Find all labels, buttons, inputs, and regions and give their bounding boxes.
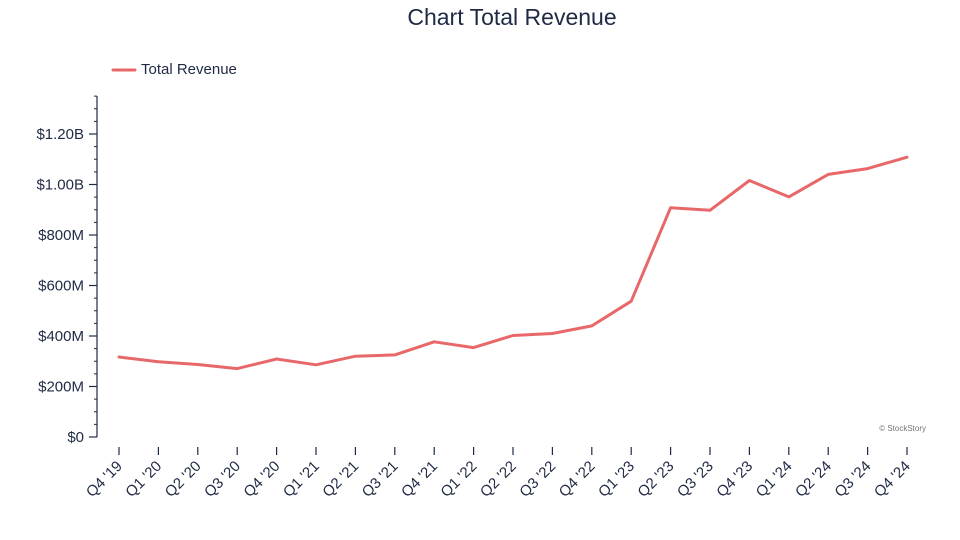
x-tick-label: Q1 '23 — [595, 458, 638, 501]
chart-title: Chart Total Revenue — [407, 4, 616, 30]
x-tick-label: Q2 '23 — [634, 458, 677, 501]
y-tick-label: $400M — [38, 328, 84, 345]
x-tick-label: Q4 '20 — [240, 458, 283, 501]
x-tick-label: Q3 '23 — [674, 458, 717, 501]
x-tick-label: Q4 '23 — [713, 458, 756, 501]
x-tick-label: Q1 '21 — [280, 458, 323, 501]
data-point — [236, 367, 239, 370]
legend-label-total-revenue: Total Revenue — [141, 61, 237, 78]
data-point — [787, 195, 790, 199]
x-tick-label: Q4 '21 — [398, 458, 441, 501]
data-point — [354, 355, 357, 358]
x-tick-label: Q2 '20 — [162, 458, 205, 501]
x-tick-label: Q4 '22 — [556, 458, 599, 501]
data-point — [590, 324, 593, 328]
data-point — [157, 360, 160, 363]
data-point — [393, 353, 396, 357]
y-axis: $0 $200M $400M $600M $800M $1.00B $1.20B — [36, 95, 98, 446]
x-tick-label: Q2 '24 — [792, 458, 835, 501]
y-tick-label: $1.20B — [36, 126, 84, 143]
watermark: © StockStory — [879, 424, 926, 433]
x-tick-label: Q3 '24 — [831, 458, 874, 501]
data-point — [511, 334, 515, 337]
data-point — [905, 156, 909, 159]
x-tick-label: Q4 '24 — [871, 458, 914, 501]
data-point — [472, 346, 475, 349]
y-tick-label: $800M — [38, 227, 84, 244]
x-tick-label: Q3 '20 — [201, 458, 244, 501]
x-tick-label: Q1 '20 — [122, 458, 165, 501]
x-tick-label: Q3 '22 — [516, 458, 559, 501]
x-tick-label: Q2 '21 — [319, 458, 362, 501]
x-tick-label: Q3 '21 — [359, 458, 402, 501]
data-point — [551, 332, 554, 335]
y-tick-label: $200M — [38, 379, 84, 396]
data-point — [196, 363, 199, 366]
x-tick-label: Q1 '24 — [753, 458, 796, 501]
data-point — [433, 340, 436, 344]
series-line-total-revenue — [117, 155, 909, 371]
data-point — [748, 179, 751, 182]
x-tick-label: Q4 '19 — [83, 458, 126, 501]
data-point — [708, 209, 712, 212]
y-tick-label: $1.00B — [36, 177, 84, 194]
y-tick-label: $600M — [38, 278, 84, 295]
y-tick-label: $0 — [67, 429, 84, 446]
x-tick-label: Q2 '22 — [477, 458, 520, 501]
x-tick-label: Q1 '22 — [437, 458, 480, 501]
data-point — [314, 363, 318, 366]
data-point — [630, 299, 633, 303]
data-point — [827, 173, 830, 176]
legend: Total Revenue — [111, 61, 237, 78]
data-point — [669, 206, 672, 209]
data-point — [275, 357, 278, 361]
plot-area — [117, 155, 909, 371]
data-point — [117, 355, 121, 359]
data-point — [866, 167, 869, 170]
